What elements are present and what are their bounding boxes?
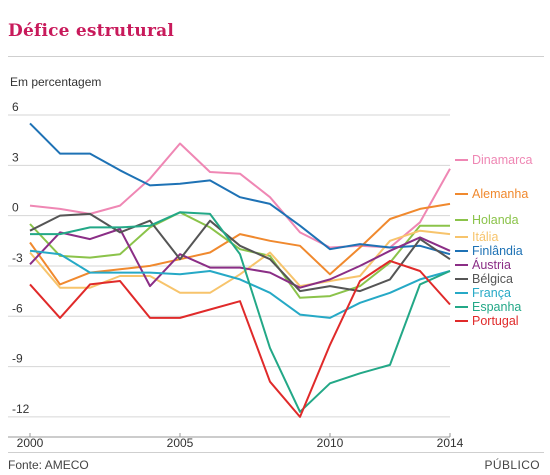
x-tick-label: 2005 (167, 436, 194, 450)
y-axis-label: Em percentagem (10, 75, 101, 89)
series-line-portugal (29, 259, 451, 418)
y-tick-label: -12 (12, 402, 30, 416)
legend-label: Alemanha (472, 187, 528, 201)
x-tick-label: 2014 (437, 436, 464, 450)
legend-label: Espanha (472, 300, 521, 314)
source-note: Fonte: AMECO (8, 458, 89, 472)
series-line-bélgica (29, 212, 451, 293)
legend-label: Bélgica (472, 272, 513, 286)
legend-label: Holanda (472, 213, 519, 227)
footer-divider (8, 452, 544, 453)
series-lines (29, 122, 451, 418)
y-tick-label: -9 (12, 352, 23, 366)
x-tick-label: 2010 (317, 436, 344, 450)
y-tick-label: -6 (12, 301, 23, 315)
series-line-holanda (29, 211, 450, 299)
series-line-frança (29, 249, 451, 319)
legend-label: Itália (472, 230, 498, 244)
y-tick-label: 3 (12, 150, 19, 164)
y-tick-label: 6 (12, 100, 19, 114)
y-tick-labels: 6 3 0 -3 -6 -9 -12 (12, 100, 30, 416)
series-line-áustria (29, 228, 451, 289)
legend-label: França (472, 286, 511, 300)
publisher-logo: PÚBLICO (484, 458, 540, 472)
y-tick-label: 0 (12, 201, 19, 215)
x-tick-label: 2000 (17, 436, 44, 450)
series-line-espanha (30, 211, 451, 413)
legend-label: Finlândia (472, 244, 523, 258)
series-line-finlândia (29, 122, 451, 256)
series-line-alemanha (29, 202, 451, 286)
grid (8, 114, 451, 438)
y-tick-label: -3 (12, 251, 23, 265)
legend-label: Dinamarca (472, 153, 532, 167)
x-tick-labels: 2000 2005 2010 2014 (17, 436, 464, 450)
title-divider (8, 56, 544, 57)
chart-title: Défice estrutural (8, 21, 175, 41)
legend-label: Portugal (472, 314, 519, 328)
series-line-dinamarca (29, 142, 451, 249)
legend: Dinamarca Alemanha Holanda ItáliaFinlândiaÁ… (455, 153, 532, 328)
legend-label: Áustria (472, 257, 511, 272)
